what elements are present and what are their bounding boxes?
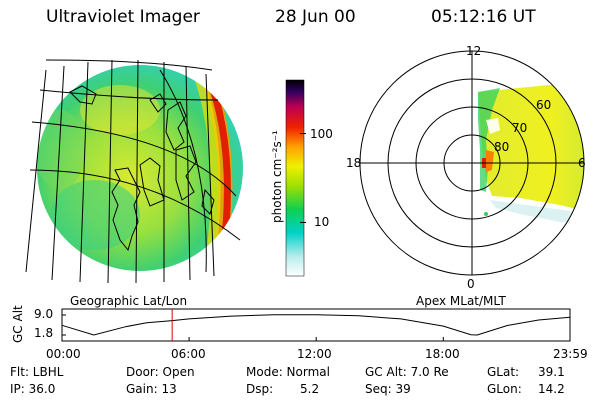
mlt-label-18: 18 <box>346 156 362 170</box>
polar-grid <box>359 50 585 276</box>
terminator-line <box>159 69 207 273</box>
date-label: 28 Jun 00 <box>275 7 356 27</box>
info-seq: Seq: 39 <box>365 382 411 396</box>
auroral-emission <box>478 80 584 215</box>
coastline <box>111 167 141 252</box>
altitude-xtick: 00:00 <box>46 347 81 361</box>
lat-label-70: 70 <box>512 121 528 135</box>
altitude-xtick: 18:00 <box>425 347 460 361</box>
coastline <box>69 85 97 105</box>
info-door: Door: Open <box>126 365 195 379</box>
mlt-label-0: 0 <box>467 277 475 291</box>
altitude-xtick: 12:00 <box>297 347 332 361</box>
parallel <box>31 121 237 197</box>
coastlines <box>69 85 215 252</box>
info-glon-value: 14.2 <box>538 382 565 396</box>
app-title: Ultraviolet Imager <box>46 7 200 27</box>
mlt-label-12: 12 <box>466 44 482 58</box>
colorbar-tick-label: 100 <box>310 126 333 141</box>
polar-panel-label: Apex MLat/MLT <box>416 294 506 308</box>
info-glat-value: 39.1 <box>538 365 565 379</box>
info-ip: IP: 36.0 <box>10 382 56 396</box>
meridian <box>185 65 191 281</box>
altitude-xtick: 06:00 <box>171 347 206 361</box>
altitude-plot-frame <box>61 308 571 342</box>
lat-label-60: 60 <box>536 98 552 112</box>
info-dsp-value: 5.2 <box>300 382 320 396</box>
meridian <box>107 59 113 284</box>
auroral-hotspot <box>486 150 494 172</box>
info-filter: Flt: LBHL <box>10 365 64 379</box>
limb-band-glow <box>191 66 221 263</box>
parallel <box>29 169 241 241</box>
glow-patch <box>37 110 85 190</box>
meridian <box>205 73 215 277</box>
altitude-ytick: 9.0 <box>34 307 54 321</box>
altitude-plot: GC Alt <box>11 305 571 343</box>
info-glon-label: GLon: <box>487 382 522 396</box>
altitude-ylabel: GC Alt <box>11 305 25 343</box>
info-gc-alt: GC Alt: 7.0 Re <box>365 365 449 379</box>
coastline <box>165 101 187 151</box>
altitude-series-line <box>61 314 571 336</box>
meridian <box>79 61 89 283</box>
emission-spot <box>484 212 488 216</box>
parallel <box>45 59 213 71</box>
meridian <box>51 65 65 281</box>
mlt-label-6: 6 <box>578 156 586 170</box>
emission-gap <box>486 118 500 134</box>
colorbar-tick-label: 10 <box>314 215 330 230</box>
coastline <box>149 93 167 113</box>
coastline <box>175 145 197 201</box>
geographic-image <box>25 59 243 284</box>
glow-patch <box>50 180 140 250</box>
parallel <box>39 89 219 101</box>
colorbar-label: photon cm⁻²s⁻¹ <box>270 130 284 223</box>
info-gain: Gain: 13 <box>126 382 177 396</box>
meridian <box>135 59 139 284</box>
colorbar <box>285 79 306 277</box>
time-label: 05:12:16 UT <box>431 7 536 27</box>
lat-label-80: 80 <box>494 140 510 154</box>
info-glat-label: GLat: <box>487 365 520 379</box>
meridian <box>25 69 47 273</box>
coastline <box>139 157 165 207</box>
polar-panel <box>359 50 585 276</box>
geo-panel-label: Geographic Lat/Lon <box>70 294 188 308</box>
info-mode: Mode: Normal <box>246 365 330 379</box>
colorbar-gradient <box>285 79 305 277</box>
altitude-ytick: 1.8 <box>34 326 54 340</box>
altitude-xtick: 23:59 <box>553 347 588 361</box>
geo-grid <box>25 59 241 284</box>
glow-patch <box>80 85 160 135</box>
info-dsp-label: Dsp: <box>246 382 274 396</box>
